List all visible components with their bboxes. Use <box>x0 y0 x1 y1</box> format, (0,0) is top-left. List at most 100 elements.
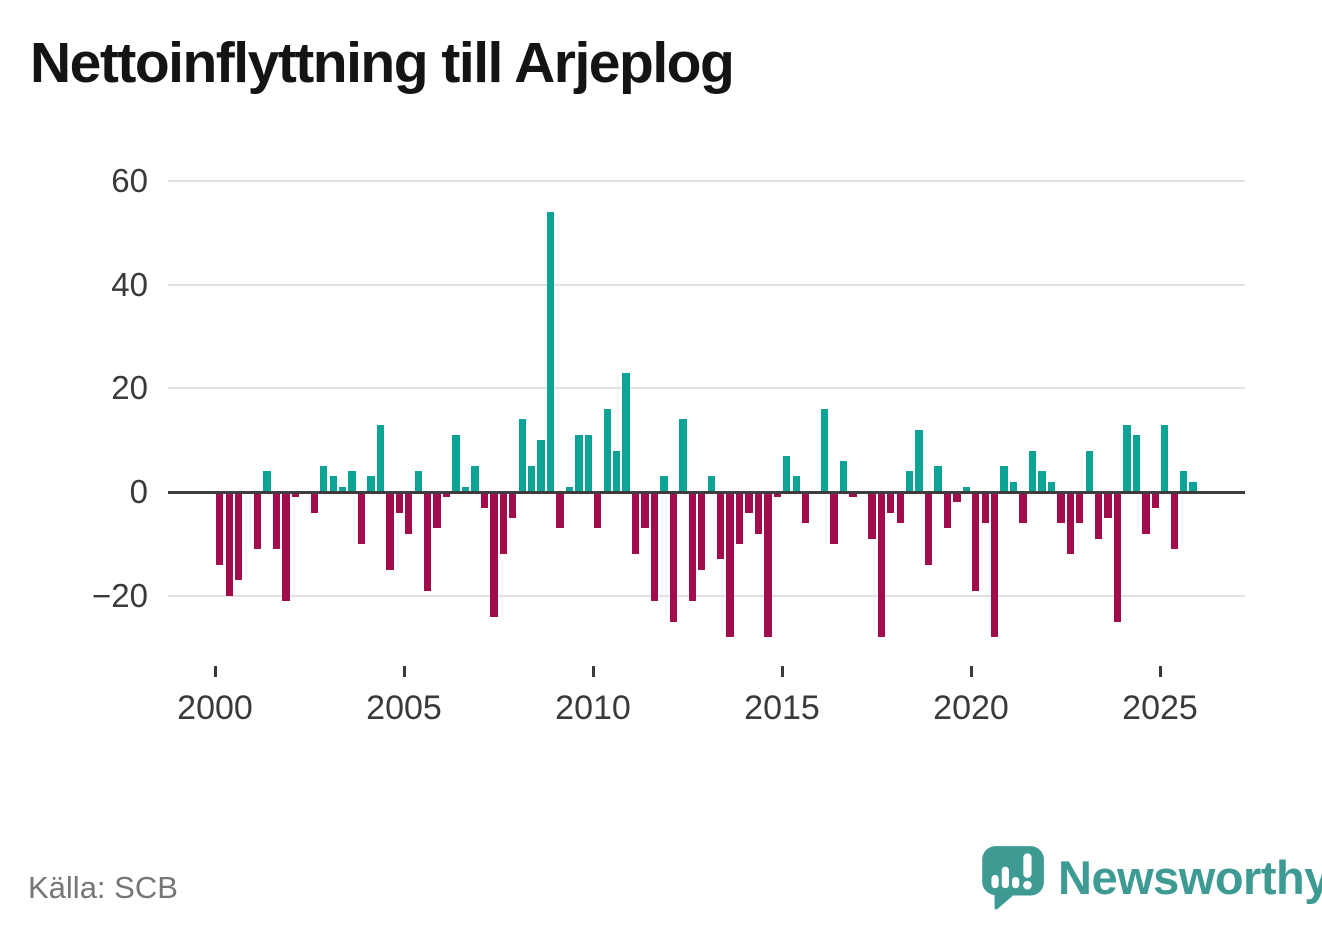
bar-2009-q2 <box>565 486 574 492</box>
bar-2021-q2 <box>1019 492 1027 524</box>
bar-2020-q4 <box>1000 466 1008 492</box>
bar-2016-q3 <box>839 460 848 492</box>
gridline <box>168 594 1245 597</box>
bar-2007-q3 <box>499 492 507 555</box>
bar-2016-q1 <box>820 409 829 492</box>
bar-2008-q1 <box>518 419 526 492</box>
bar-2006-q3 <box>461 486 470 492</box>
gridline <box>168 387 1245 390</box>
x-tick-mark <box>402 666 406 677</box>
bar-2024-q4 <box>1151 492 1160 508</box>
bar-2006-q2 <box>452 434 460 492</box>
bar-2005-q1 <box>405 492 413 534</box>
bar-2025-q4 <box>1189 481 1197 492</box>
y-tick-label: −20 <box>92 576 148 614</box>
bar-2005-q4 <box>433 492 441 529</box>
bar-2002-q1 <box>291 492 300 498</box>
bar-2001-q3 <box>272 492 281 550</box>
bar-2017-q2 <box>868 492 876 539</box>
bar-2021-q4 <box>1038 471 1046 492</box>
bar-2023-q1 <box>1085 450 1093 492</box>
bar-2012-q2 <box>679 419 687 492</box>
bar-2009-q4 <box>584 434 593 492</box>
y-tick-label: 0 <box>129 473 148 510</box>
newsworthy-speech-bubble-chart-icon <box>982 846 1044 910</box>
bar-2008-q4 <box>546 211 555 492</box>
bar-2011-q4 <box>660 476 668 492</box>
bar-2024-q1 <box>1123 424 1131 492</box>
bar-2004-q3 <box>386 492 394 570</box>
bar-2020-q3 <box>991 492 999 638</box>
bar-2004-q1 <box>367 476 375 492</box>
bar-2014-q2 <box>754 492 763 534</box>
x-tick-label: 2025 <box>1122 689 1198 727</box>
x-tick-label: 2015 <box>744 689 820 727</box>
bar-2020-q2 <box>981 492 989 524</box>
bar-2024-q2 <box>1132 434 1141 492</box>
bar-2023-q3 <box>1104 492 1112 518</box>
x-tick-mark <box>780 666 784 677</box>
bar-2003-q4 <box>357 492 366 544</box>
bar-2004-q2 <box>376 424 385 492</box>
bar-2003-q2 <box>338 486 347 492</box>
bar-2001-q2 <box>263 471 271 492</box>
bar-2019-q1 <box>934 466 942 492</box>
bar-2015-q3 <box>802 492 810 524</box>
bar-2022-q2 <box>1057 492 1065 524</box>
bar-2013-q1 <box>707 476 715 492</box>
bar-2023-q2 <box>1094 492 1103 539</box>
bar-2010-q4 <box>622 372 630 492</box>
brand-logo: Newsworthy <box>978 842 1322 914</box>
bar-2001-q1 <box>253 492 262 550</box>
bar-2004-q4 <box>395 492 404 513</box>
gridline <box>168 283 1245 286</box>
bar-2018-q1 <box>896 492 904 524</box>
bar-2002-q3 <box>310 492 318 513</box>
bar-2024-q3 <box>1142 492 1150 534</box>
gridline <box>168 179 1245 182</box>
bar-2003-q1 <box>329 476 337 492</box>
bar-2007-q1 <box>480 492 489 508</box>
bar-2021-q1 <box>1009 481 1018 492</box>
bar-2023-q4 <box>1113 492 1122 622</box>
bar-2008-q3 <box>537 440 545 492</box>
bar-2012-q3 <box>688 492 696 601</box>
x-tick-label: 2000 <box>177 689 253 727</box>
bar-2009-q3 <box>575 434 583 492</box>
x-tick-mark <box>969 666 973 677</box>
x-tick-label: 2005 <box>366 689 442 727</box>
bar-2019-q2 <box>943 492 952 529</box>
bar-2003-q3 <box>348 471 356 492</box>
bar-2006-q4 <box>471 466 479 492</box>
bar-2019-q3 <box>953 492 961 503</box>
bar-2000-q1 <box>216 492 224 565</box>
bar-2011-q1 <box>631 492 640 555</box>
bar-2018-q2 <box>905 471 914 492</box>
bar-2018-q4 <box>924 492 933 565</box>
bar-2019-q4 <box>962 486 971 492</box>
bar-2025-q3 <box>1180 471 1188 492</box>
y-tick-label: 40 <box>111 265 148 303</box>
source-note: Källa: SCB <box>28 870 178 905</box>
bar-2014-q4 <box>773 492 782 498</box>
y-tick-label: 60 <box>111 161 148 199</box>
bar-2025-q2 <box>1170 492 1178 550</box>
bar-2015-q1 <box>783 455 791 492</box>
bar-2011-q2 <box>641 492 649 529</box>
brand-name: Newsworthy <box>1058 851 1322 904</box>
bar-2013-q4 <box>735 492 744 544</box>
bar-2013-q3 <box>726 492 734 638</box>
x-tick-mark <box>1158 666 1162 677</box>
x-tick-mark <box>591 666 595 677</box>
bar-2010-q3 <box>613 450 621 492</box>
bar-2008-q2 <box>527 466 536 492</box>
bar-2005-q2 <box>414 471 422 492</box>
bar-2013-q2 <box>716 492 725 560</box>
bar-2011-q3 <box>650 492 659 601</box>
chart-title: Nettoinflyttning till Arjeplog <box>30 31 735 95</box>
bar-2022-q1 <box>1047 481 1056 492</box>
x-tick-label: 2020 <box>933 689 1009 727</box>
bar-2009-q1 <box>556 492 564 529</box>
